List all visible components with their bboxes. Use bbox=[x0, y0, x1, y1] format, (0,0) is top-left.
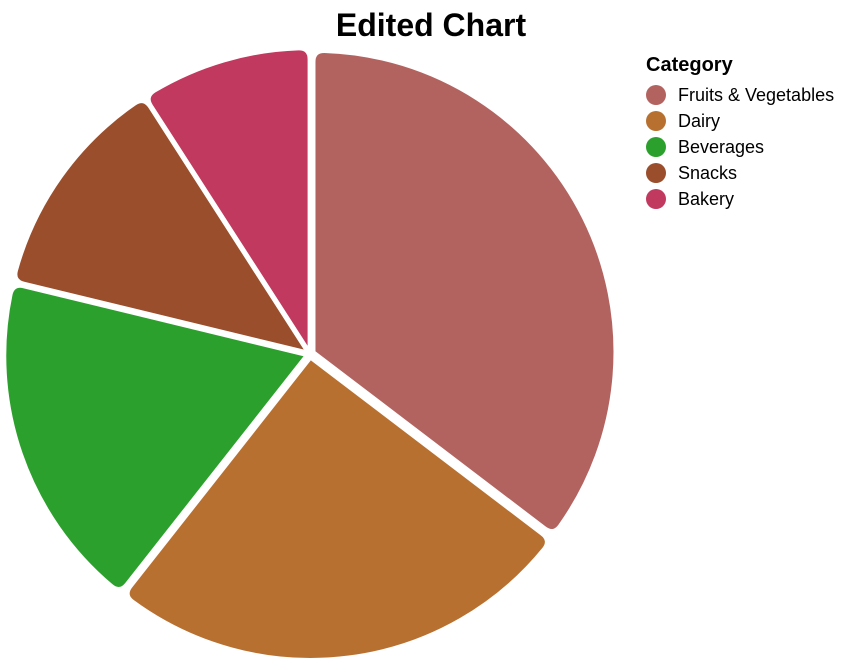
legend-swatch-beverages bbox=[646, 137, 666, 157]
legend-item-fruits-vegetables: Fruits & Vegetables bbox=[646, 82, 834, 108]
pie-slice-beverages bbox=[4, 285, 308, 589]
legend-title: Category bbox=[646, 54, 733, 76]
legend-swatch-fruits-vegetables bbox=[646, 85, 666, 105]
legend-swatch-bakery bbox=[646, 189, 666, 209]
legend-label-snacks: Snacks bbox=[678, 162, 738, 183]
legend-label-dairy: Dairy bbox=[678, 110, 721, 131]
legend-label-bakery: Bakery bbox=[678, 188, 735, 209]
legend-label-fruits-vegetables: Fruits & Vegetables bbox=[678, 84, 835, 105]
pie-slice-snacks bbox=[15, 101, 309, 353]
legend-label-beverages: Beverages bbox=[678, 136, 765, 157]
legend-swatch-dairy bbox=[646, 111, 666, 131]
chart-title: Edited Chart bbox=[335, 7, 527, 43]
legend-swatch-snacks bbox=[646, 163, 666, 183]
pie-slice-dairy bbox=[127, 357, 547, 660]
legend: Category Fruits & Vegetables Dairy Beverag… bbox=[646, 52, 834, 212]
pie-slice-bakery bbox=[148, 48, 310, 353]
legend-item-dairy: Dairy bbox=[646, 108, 834, 134]
pie-slice-fruits-vegetables bbox=[313, 50, 616, 531]
legend-item-snacks: Snacks bbox=[646, 160, 834, 186]
legend-item-beverages: Beverages bbox=[646, 134, 834, 160]
legend-item-bakery: Bakery bbox=[646, 186, 834, 212]
